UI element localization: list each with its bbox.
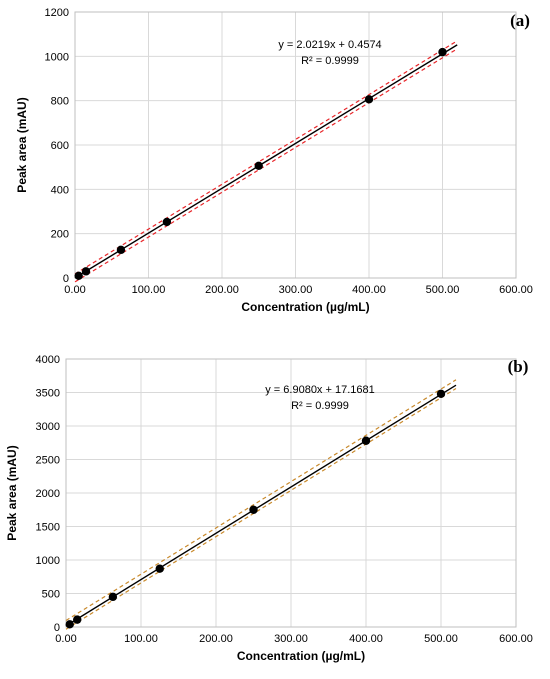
data-point	[73, 615, 82, 624]
y-tick-label: 3500	[36, 388, 60, 400]
y-tick-label: 2000	[36, 488, 60, 500]
y-tick-label: 600	[51, 140, 69, 152]
confidence-lower-line	[74, 48, 458, 283]
y-tick-label: 1000	[45, 51, 69, 63]
y-tick-label: 2500	[36, 455, 60, 467]
data-point	[116, 245, 126, 255]
y-tick-label: 1200	[45, 7, 69, 19]
r-squared: R² = 0.9999	[291, 400, 349, 412]
y-tick-label: 400	[51, 184, 69, 196]
panel-label: (b)	[508, 357, 529, 376]
data-point	[361, 436, 371, 445]
y-tick-label: 4000	[36, 354, 60, 366]
panel-label: (a)	[510, 11, 530, 30]
y-tick-label: 0	[54, 622, 60, 634]
x-tick-label: 500.00	[426, 284, 460, 296]
data-point	[155, 564, 164, 573]
regression-equation: y = 6.9080x + 17.1681	[265, 384, 374, 396]
y-tick-label: 0	[63, 273, 69, 285]
regression-line	[74, 44, 458, 279]
x-tick-label: 600.00	[499, 284, 533, 296]
r-squared: R² = 0.9999	[301, 55, 359, 67]
x-axis-title: Concentration (µg/mL)	[237, 649, 365, 663]
chart-panel-a: 0.00 100.00 200.00 300.00 400.00 500.00 600.00…	[15, 7, 533, 314]
regression-line	[65, 384, 457, 627]
confidence-upper-line	[65, 379, 457, 622]
confidence-lower-line	[65, 388, 457, 630]
regression-equation: y = 2.0219x + 0.4574	[278, 39, 381, 51]
data-point	[81, 267, 91, 276]
y-tick-label: 1000	[36, 555, 60, 567]
x-tick-label: 200.00	[199, 633, 233, 645]
y-axis-title: Peak area (mAU)	[15, 97, 29, 192]
plot-area	[65, 358, 517, 628]
y-tick-label: 500	[42, 589, 60, 601]
x-tick-label: 300.00	[274, 633, 308, 645]
data-point	[436, 389, 446, 399]
data-point	[364, 95, 374, 104]
x-tick-label: 0.00	[64, 284, 85, 296]
data-point	[254, 161, 263, 171]
x-tick-label: 300.00	[279, 284, 313, 296]
x-tick-label: 400.00	[349, 633, 383, 645]
x-tick-label: 100.00	[124, 633, 158, 645]
data-point	[74, 271, 83, 280]
data-point	[438, 47, 447, 57]
y-tick-label: 200	[51, 229, 69, 241]
x-tick-label: 500.00	[424, 633, 458, 645]
chart-panel-b: 0.00 100.00 200.00 300.00 400.00 500.00 600.00…	[5, 354, 533, 663]
confidence-upper-line	[74, 40, 458, 275]
data-point	[162, 217, 172, 227]
data-point	[249, 505, 258, 514]
y-axis-title: Peak area (mAU)	[5, 445, 19, 540]
x-tick-label: 100.00	[132, 284, 166, 296]
y-tick-label: 3000	[36, 421, 60, 433]
data-point	[108, 592, 118, 602]
x-axis-title: Concentration (µg/mL)	[241, 300, 369, 314]
data-point	[65, 620, 74, 629]
x-tick-label: 600.00	[499, 633, 533, 645]
y-tick-label: 800	[51, 96, 69, 108]
plot-area	[74, 11, 517, 279]
y-tick-label: 1500	[36, 522, 60, 534]
x-tick-label: 400.00	[352, 284, 386, 296]
x-tick-label: 200.00	[205, 284, 239, 296]
x-tick-label: 0.00	[55, 633, 76, 645]
